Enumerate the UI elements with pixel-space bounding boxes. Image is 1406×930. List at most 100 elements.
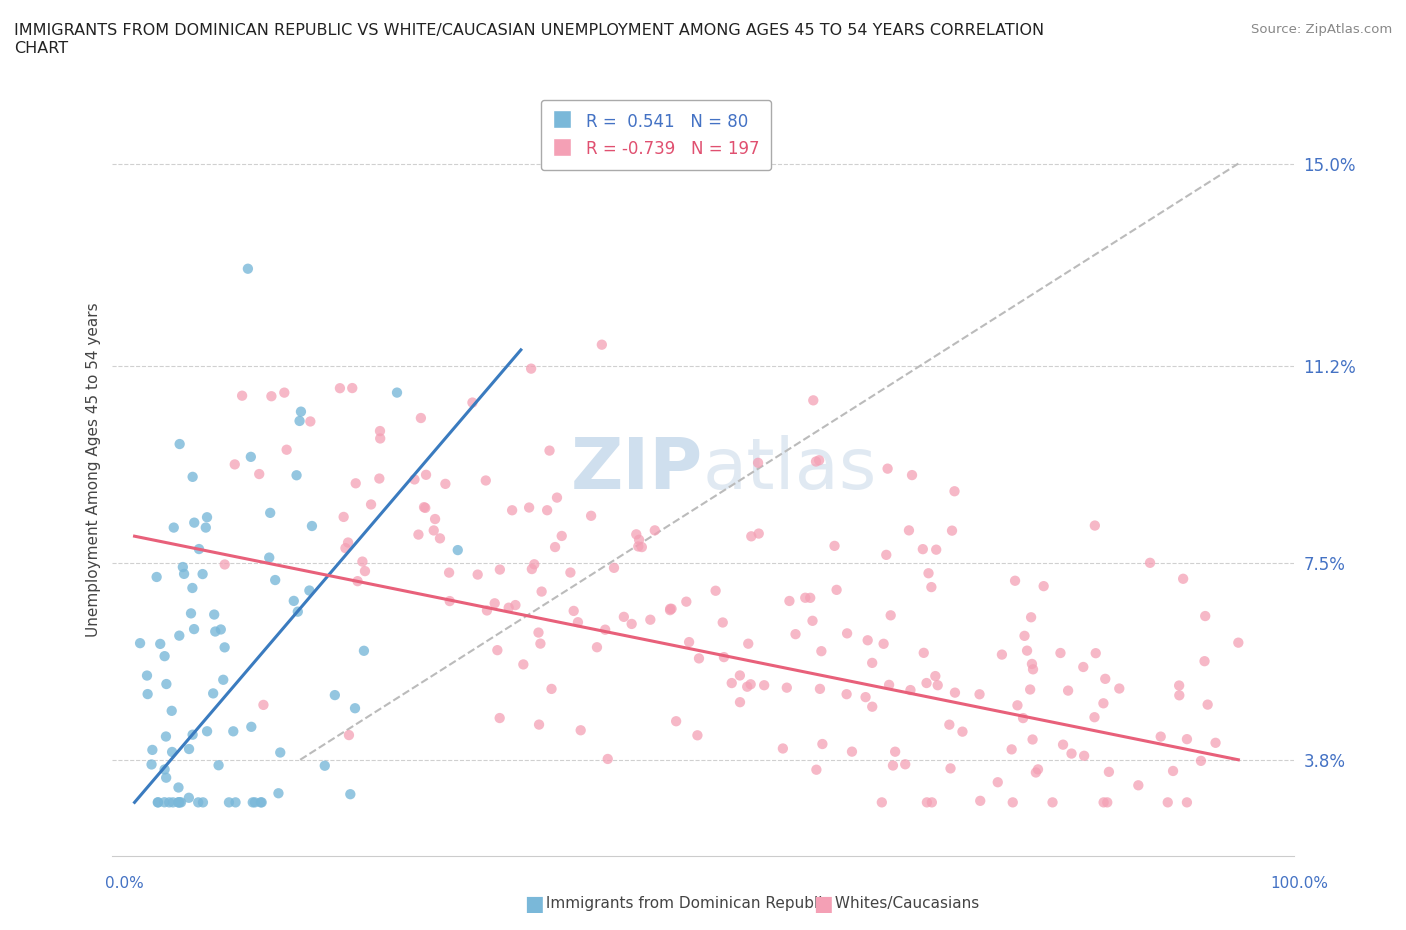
Point xyxy=(153,762,176,777)
Point xyxy=(567,615,589,630)
Point xyxy=(299,414,322,429)
Point xyxy=(772,741,794,756)
Point xyxy=(1025,765,1047,780)
Point xyxy=(927,678,949,693)
Point xyxy=(900,683,922,698)
Point xyxy=(342,380,364,395)
Point xyxy=(1227,635,1250,650)
Point xyxy=(207,758,229,773)
Point xyxy=(713,650,735,665)
Point xyxy=(527,717,550,732)
Point xyxy=(475,603,498,618)
Point xyxy=(808,453,831,468)
Point xyxy=(728,695,751,710)
Point xyxy=(422,523,444,538)
Text: IMMIGRANTS FROM DOMINICAN REPUBLIC VS WHITE/CAUCASIAN UNEMPLOYMENT AMONG AGES 45: IMMIGRANTS FROM DOMINICAN REPUBLIC VS WH… xyxy=(14,23,1045,56)
Point xyxy=(141,742,163,757)
Point xyxy=(1189,753,1212,768)
Point xyxy=(1019,682,1042,697)
Point xyxy=(517,500,540,515)
Point xyxy=(939,761,962,776)
Point xyxy=(920,579,942,594)
Point xyxy=(149,636,172,651)
Point xyxy=(915,795,938,810)
Point xyxy=(523,557,546,572)
Point xyxy=(250,795,273,810)
Point xyxy=(704,583,727,598)
Point xyxy=(806,763,828,777)
Point xyxy=(644,523,666,538)
Text: 0.0%: 0.0% xyxy=(105,876,145,891)
Point xyxy=(627,539,650,554)
Point xyxy=(824,538,846,553)
Point xyxy=(659,603,682,618)
Point xyxy=(1150,729,1173,744)
Point xyxy=(489,562,512,577)
Point xyxy=(404,472,426,487)
Point xyxy=(368,472,391,486)
Point xyxy=(938,717,960,732)
Point xyxy=(876,461,898,476)
Point xyxy=(778,593,800,608)
Point xyxy=(593,622,616,637)
Point xyxy=(665,714,688,729)
Point xyxy=(1021,732,1043,747)
Point xyxy=(288,414,311,429)
Point xyxy=(239,449,262,464)
Point xyxy=(991,647,1014,662)
Point xyxy=(640,612,662,627)
Point xyxy=(202,686,225,701)
Point xyxy=(247,467,270,482)
Point xyxy=(202,607,225,622)
Point xyxy=(879,608,901,623)
Point xyxy=(544,539,567,554)
Point xyxy=(354,564,377,578)
Point xyxy=(1012,711,1035,725)
Point xyxy=(740,677,762,692)
Point xyxy=(536,503,558,518)
Point xyxy=(467,567,489,582)
Point xyxy=(1001,795,1024,810)
Point xyxy=(337,535,360,550)
Point xyxy=(437,565,460,580)
Point xyxy=(314,758,336,773)
Point xyxy=(1001,742,1024,757)
Text: ZIP: ZIP xyxy=(571,435,703,504)
Point xyxy=(943,685,966,700)
Point xyxy=(423,512,446,526)
Point xyxy=(170,795,193,810)
Point xyxy=(569,723,592,737)
Point xyxy=(1021,657,1043,671)
Point xyxy=(257,551,280,565)
Point xyxy=(157,795,180,810)
Point xyxy=(236,261,259,276)
Text: atlas: atlas xyxy=(703,435,877,504)
Point xyxy=(260,389,283,404)
Point xyxy=(596,751,619,766)
Point xyxy=(754,678,776,693)
Point xyxy=(1083,710,1105,724)
Point xyxy=(1014,629,1036,644)
Point xyxy=(912,645,935,660)
Point xyxy=(259,505,281,520)
Point xyxy=(551,528,574,543)
Point xyxy=(429,531,451,546)
Point xyxy=(267,786,290,801)
Point xyxy=(385,385,408,400)
Point xyxy=(856,632,879,647)
Point xyxy=(1205,736,1227,751)
Point xyxy=(875,548,897,563)
Point xyxy=(155,729,177,744)
Point xyxy=(1175,795,1198,810)
Point xyxy=(877,677,900,692)
Point xyxy=(146,795,169,810)
Point xyxy=(735,679,758,694)
Point xyxy=(987,775,1010,790)
Point xyxy=(527,625,550,640)
Point xyxy=(249,795,271,810)
Point xyxy=(810,644,832,658)
Point xyxy=(1042,795,1064,810)
Point xyxy=(187,795,209,810)
Point xyxy=(153,795,176,810)
Point xyxy=(194,520,217,535)
